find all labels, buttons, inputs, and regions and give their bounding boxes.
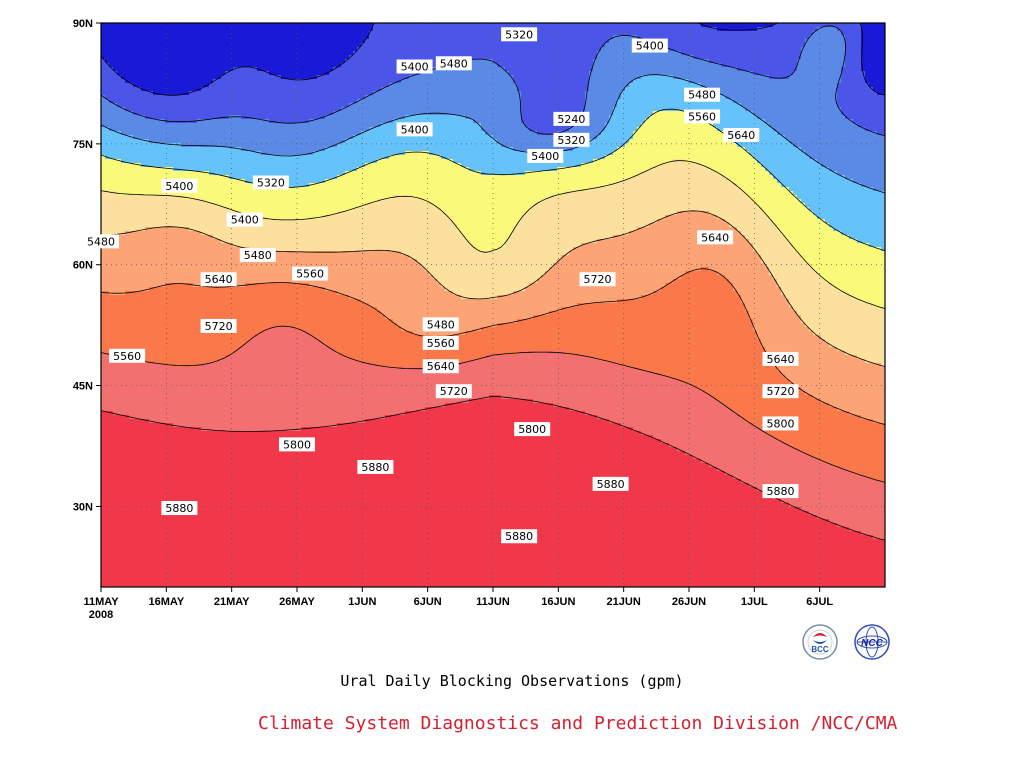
x-tick-label: 21JUN [607,596,641,608]
contour-label: 5880 [161,501,197,515]
contour-label: 5400 [632,39,668,53]
contour-label: 5400 [161,179,197,193]
contour-label: 5720 [762,384,798,398]
contour-label: 5800 [279,437,315,451]
contour-label: 5560 [684,109,720,123]
credit-line: Climate System Diagnostics and Predictio… [258,713,897,734]
contour-label: 5800 [762,416,798,430]
x-tick-label: 26JUN [672,596,706,608]
logos: BCC NCC [802,622,898,662]
contour-label: 5640 [201,272,237,286]
x-tick-label: 6JUN [414,596,442,608]
contour-label: 5640 [762,352,798,366]
ncc-logo-text: NCC [861,638,883,649]
bcc-logo: BCC [803,625,837,659]
y-tick-label: 60N [73,260,93,272]
contour-label: 5720 [436,384,472,398]
x-tick-label: 21MAY [214,596,250,608]
y-tick-label: 30N [73,501,93,513]
contour-label: 5560 [423,336,459,350]
contour-label: 5400 [397,122,433,136]
contour-label: 5640 [423,359,459,373]
contour-label: 5640 [723,128,759,142]
x-tick-label: 11MAY [83,596,119,608]
contour-label: 5880 [762,484,798,498]
x-tick-label: 1JUL [741,596,768,608]
ncc-logo: NCC [855,625,889,659]
contour-fills [101,23,886,588]
contour-label: 5880 [357,460,393,474]
x-tick-label: 11JUN [476,596,510,608]
x-tick-label: 16JUN [541,596,575,608]
contour-label: 5800 [514,422,550,436]
x-tick-label: 26MAY [279,596,315,608]
chart-title: Ural Daily Blocking Observations (gpm) [0,672,1024,690]
contour-label: 5480 [83,234,119,248]
contour-label: 5720 [201,319,237,333]
contour-label: 5400 [527,149,563,163]
contour-label: 5400 [397,60,433,74]
contour-label: 5320 [253,176,289,190]
bcc-logo-text: BCC [811,645,829,654]
contour-label: 5320 [501,27,537,41]
y-tick-label: 90N [73,18,93,30]
contour-label: 5880 [593,477,629,491]
contour-label: 5480 [684,88,720,102]
contour-label: 5560 [292,267,328,281]
y-tick-label: 75N [73,139,93,151]
y-tick-label: 45N [73,381,93,393]
x-year-label: 2008 [89,609,113,621]
contour-label: 5240 [553,112,589,126]
contour-label: 5560 [109,349,145,363]
contour-label: 5320 [553,133,589,147]
x-tick-label: 16MAY [148,596,184,608]
contour-label: 5400 [227,213,263,227]
x-tick-label: 1JUN [348,596,376,608]
contour-label: 5720 [580,272,616,286]
x-tick-label: 6JUL [806,596,833,608]
contour-label: 5480 [436,56,472,70]
contour-label: 5480 [240,248,276,262]
contour-label: 5480 [423,317,459,331]
contour-label: 5640 [697,230,733,244]
contour-label: 5880 [501,529,537,543]
